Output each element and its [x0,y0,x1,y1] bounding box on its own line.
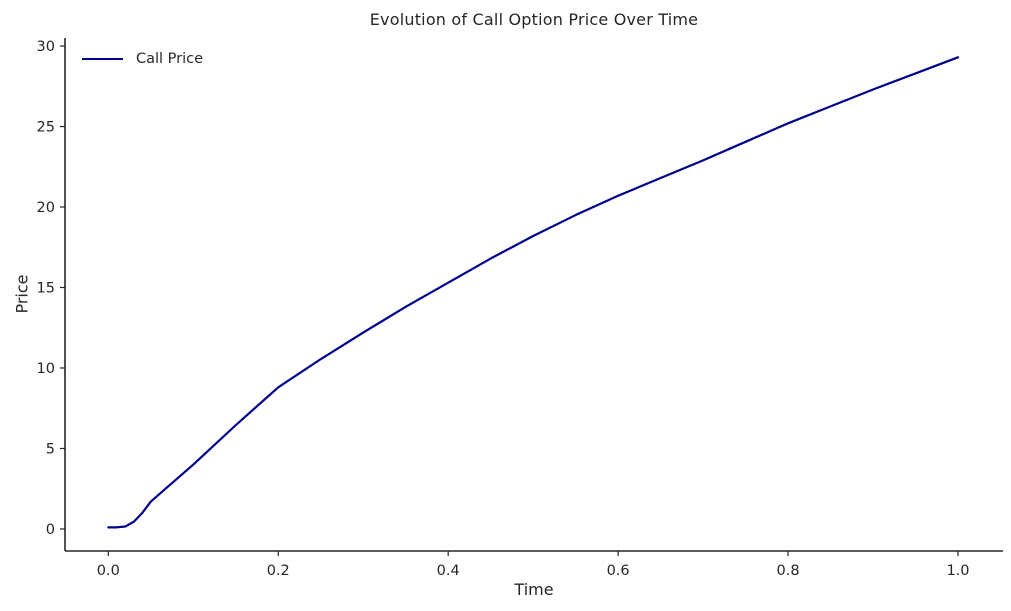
y-tick-label: 10 [37,361,55,377]
x-axis-label: Time [514,580,554,599]
y-tick-label: 15 [37,280,55,296]
x-tick-label: 0.6 [607,563,630,579]
y-tick-label: 5 [46,441,55,457]
y-tick-label: 20 [37,200,55,216]
y-tick-label: 30 [37,39,55,55]
series-line-call-price [107,56,960,529]
y-tick-label: 0 [46,522,55,538]
x-tick-label: 0.2 [267,563,290,579]
y-tick-label: 25 [37,120,55,136]
x-tick-label: 1.0 [946,563,969,579]
x-tick-label: 0.4 [437,563,460,579]
x-tick-label: 0.0 [97,563,120,579]
chart-title: Evolution of Call Option Price Over Time [369,10,699,29]
y-axis-label: Price [12,274,32,314]
legend-line-swatch [82,58,123,60]
legend: Call Price [82,51,203,67]
legend-label: Call Price [136,51,204,67]
x-tick-label: 0.8 [777,563,800,579]
